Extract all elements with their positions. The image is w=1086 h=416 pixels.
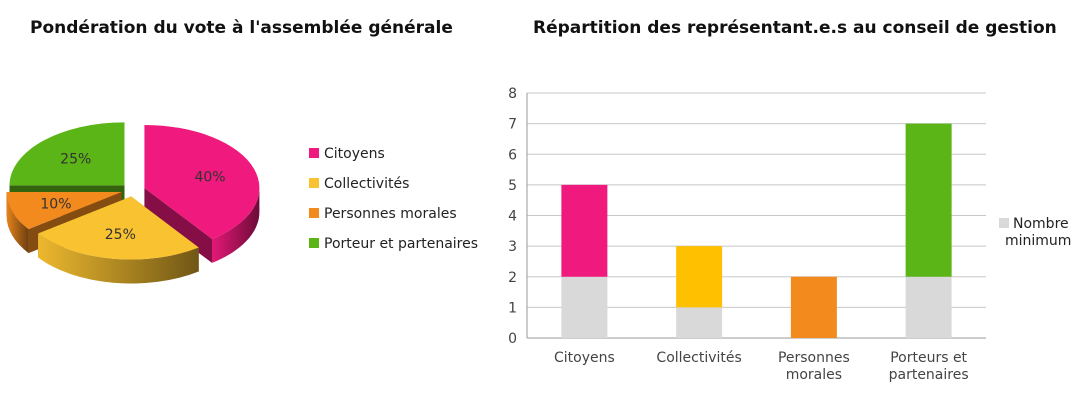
pie-slice: [144, 124, 260, 239]
legend-swatch: [309, 208, 319, 218]
pie-slice: [9, 122, 125, 186]
legend-swatch: [309, 148, 319, 158]
pie-data-label: 25%: [105, 227, 136, 243]
y-tick-label: 1: [508, 300, 517, 316]
bar: [790, 276, 837, 338]
x-tick-label: Personnes: [778, 350, 850, 366]
bar: [676, 307, 723, 338]
bar-chart-title: Répartition des représentant.e.s au cons…: [533, 18, 1057, 38]
legend-swatch: [309, 238, 319, 248]
bar: [905, 276, 952, 338]
pie-slice: [38, 196, 199, 260]
y-tick-label: 2: [508, 270, 517, 286]
x-tick-label: morales: [786, 367, 842, 383]
x-tick-label: Porteurs et: [890, 350, 967, 366]
y-tick-label: 0: [508, 331, 517, 347]
y-tick-label: 4: [508, 209, 517, 225]
pie-slice-side: [144, 187, 260, 263]
x-tick-label: Collectivités: [656, 350, 741, 366]
pie-slice: [6, 192, 122, 230]
legend-label: Porteur et partenaires: [324, 236, 478, 252]
y-tick-label: 7: [508, 117, 517, 133]
bar: [676, 246, 723, 308]
legend-swatch: [309, 178, 319, 188]
y-tick-label: 6: [508, 147, 517, 163]
y-tick-label: 5: [508, 178, 517, 194]
bar: [561, 184, 608, 277]
y-tick-label: 8: [508, 86, 517, 102]
pie-legend: Citoyens Collectivités Personnes morales Po…: [309, 146, 478, 252]
pie-chart: 40% 25% 10% 25% Citoyens Collectivités Personn…: [6, 122, 478, 284]
legend-label: minimum: [1005, 233, 1071, 249]
legend-swatch: [999, 218, 1009, 228]
x-tick-label: Citoyens: [554, 350, 615, 366]
pie-data-label: 10%: [40, 197, 71, 213]
bar: [561, 276, 608, 338]
legend-label: Personnes morales: [324, 206, 457, 222]
legend-label: Citoyens: [324, 146, 385, 162]
y-tick-label: 3: [508, 239, 517, 255]
bar-series: [561, 123, 952, 338]
pie-chart-title: Pondération du vote à l'assemblée généra…: [30, 18, 453, 38]
legend-label: Collectivités: [324, 176, 409, 192]
x-tick-label: partenaires: [889, 367, 969, 383]
bar: [905, 123, 952, 277]
pie-slice-tops: 40% 25% 10% 25%: [6, 122, 260, 260]
pie-data-label: 40%: [194, 169, 225, 185]
legend-label: Nombre: [1013, 216, 1069, 232]
pie-data-label: 25%: [60, 152, 91, 168]
